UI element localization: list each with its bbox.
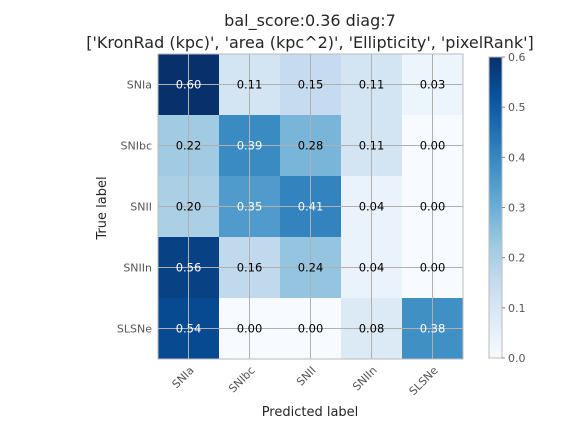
cell-value-label: 0.35: [237, 200, 263, 214]
cell-value-label: 0.00: [420, 261, 446, 275]
cell-value-label: 0.04: [359, 200, 385, 214]
cell-value-label: 0.22: [176, 139, 202, 153]
cell-value-label: 0.11: [237, 78, 263, 92]
plot-frame: [157, 53, 464, 360]
cell-value-label: 0.38: [420, 322, 446, 336]
y-tick-label: SNII: [130, 201, 152, 214]
cell-value-label: 0.39: [237, 139, 263, 153]
colorbar-tick-label: 0.3: [508, 202, 526, 215]
cell-value-label: 0.41: [298, 200, 324, 214]
colorbar-tick-label: 0.0: [508, 352, 526, 365]
y-tick-label: SLSNe: [117, 323, 152, 336]
colorbar-tick-label: 0.5: [508, 101, 526, 114]
cell-value-label: 0.20: [176, 200, 202, 214]
colorbar-tick-label: 0.2: [508, 252, 526, 265]
colorbar-tick-label: 0.1: [508, 302, 526, 315]
x-tick-label: SNIIn: [350, 364, 379, 393]
x-tick-label: SNIa: [170, 364, 197, 391]
cell-value-label: 0.60: [176, 78, 202, 92]
colorbar-tick-labels: 0.0 0.1 0.2 0.3 0.4 0.5 0.6: [502, 51, 526, 365]
colorbar-tick-label: 0.4: [508, 151, 526, 164]
cell-value-label: 0.28: [298, 139, 324, 153]
cell-value-label: 0.24: [298, 261, 324, 275]
x-tick-label: SNIbc: [226, 364, 257, 395]
cell-value-label: 0.56: [176, 261, 202, 275]
cell-value-label: 0.00: [298, 322, 324, 336]
y-tick-label: SNIIn: [123, 262, 152, 275]
cell-value-label: 0.11: [359, 78, 385, 92]
x-axis-label: Predicted label: [262, 405, 359, 420]
cell-labels: 0.60 0.11 0.15 0.11 0.03 0.22 0.39 0.28 0.11 0.00…: [176, 78, 446, 336]
cell-value-label: 0.15: [298, 78, 324, 92]
chart-subtitle: ['KronRad (kpc)', 'area (kpc^2)', 'Ellip…: [86, 33, 534, 52]
y-tick-label: SNIbc: [121, 140, 153, 153]
cell-value-label: 0.00: [237, 322, 263, 336]
y-tick-label: SNIa: [127, 79, 152, 92]
colorbar: [488, 56, 503, 359]
x-tick-label: SLSNe: [407, 364, 441, 398]
cell-value-label: 0.08: [359, 322, 385, 336]
gridlines: [158, 54, 463, 359]
y-axis-label: True label: [95, 176, 110, 240]
x-tick-label: SNII: [294, 364, 319, 389]
cell-value-label: 0.11: [359, 139, 385, 153]
cell-value-label: 0.16: [237, 261, 263, 275]
cell-value-label: 0.03: [420, 78, 446, 92]
colorbar-tick-label: 0.6: [508, 51, 526, 64]
cell-value-label: 0.00: [420, 200, 446, 214]
chart-title: bal_score:0.36 diag:7: [224, 11, 396, 31]
cell-value-label: 0.54: [176, 322, 202, 336]
x-tick-labels: SNIa SNIbc SNII SNIIn SLSNe: [170, 364, 441, 398]
cell-value-label: 0.04: [359, 261, 385, 275]
cell-value-label: 0.00: [420, 139, 446, 153]
y-tick-labels: SNIa SNIbc SNII SNIIn SLSNe: [117, 79, 152, 336]
